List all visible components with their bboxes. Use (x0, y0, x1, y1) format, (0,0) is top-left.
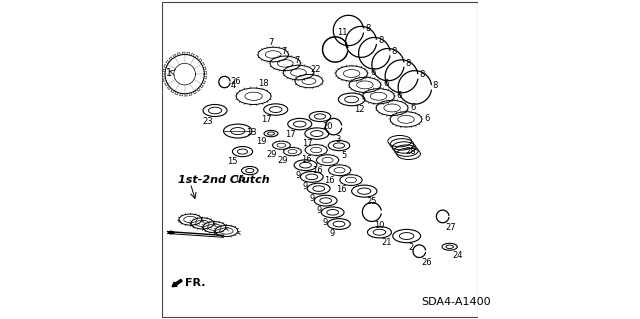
Text: 23: 23 (202, 117, 213, 126)
Text: 16: 16 (312, 166, 323, 174)
Text: 9: 9 (309, 194, 314, 203)
Text: 13: 13 (246, 128, 256, 137)
Text: 15: 15 (227, 157, 237, 166)
Text: 24: 24 (452, 250, 463, 260)
Text: 19: 19 (256, 137, 266, 146)
Text: 7: 7 (269, 38, 274, 47)
Text: 6: 6 (424, 114, 429, 123)
Text: 1st-2nd Clutch: 1st-2nd Clutch (178, 175, 269, 185)
Text: 8: 8 (366, 24, 371, 33)
Text: 17: 17 (302, 139, 313, 148)
Text: 11: 11 (337, 28, 348, 37)
Text: 8: 8 (405, 59, 411, 68)
Text: 29: 29 (277, 156, 288, 165)
Text: 14: 14 (234, 175, 244, 184)
Text: 22: 22 (310, 65, 321, 74)
Text: 9: 9 (296, 171, 301, 180)
Text: 27: 27 (445, 223, 456, 232)
Text: 4: 4 (231, 81, 236, 90)
Text: 16: 16 (301, 155, 312, 164)
Text: 21: 21 (381, 238, 392, 247)
Text: 8: 8 (419, 70, 424, 79)
Text: 8: 8 (432, 81, 438, 90)
Text: 6: 6 (370, 68, 375, 77)
Text: 8: 8 (392, 47, 397, 56)
Text: 18: 18 (259, 79, 269, 88)
Text: 26: 26 (422, 257, 433, 267)
Text: 7: 7 (294, 56, 300, 65)
Text: 7: 7 (281, 47, 286, 56)
Text: 28: 28 (405, 147, 416, 156)
Text: 26: 26 (231, 77, 241, 85)
Text: 1: 1 (166, 68, 172, 78)
Text: 25: 25 (367, 197, 377, 206)
Text: FR.: FR. (185, 278, 205, 288)
Text: 2: 2 (409, 243, 414, 252)
Text: 9: 9 (302, 182, 307, 191)
Text: 6: 6 (383, 79, 388, 88)
Text: 5: 5 (341, 151, 346, 160)
Text: 8: 8 (378, 36, 384, 45)
Text: 12: 12 (354, 105, 364, 114)
Text: 20: 20 (322, 122, 333, 131)
Text: 6: 6 (410, 102, 416, 112)
Text: SDA4-A1400: SDA4-A1400 (421, 297, 491, 308)
Text: 29: 29 (266, 150, 276, 159)
Text: 16: 16 (336, 185, 347, 194)
Text: 10: 10 (374, 221, 385, 231)
Text: 9: 9 (323, 218, 328, 227)
Text: 17: 17 (285, 130, 296, 139)
Text: 9: 9 (316, 206, 321, 215)
Text: 3: 3 (335, 135, 340, 144)
Text: 17: 17 (261, 115, 272, 124)
FancyArrow shape (172, 279, 182, 286)
FancyArrow shape (168, 231, 174, 234)
Text: 6: 6 (397, 91, 402, 100)
Text: 16: 16 (324, 176, 335, 185)
Text: 9: 9 (330, 229, 335, 238)
